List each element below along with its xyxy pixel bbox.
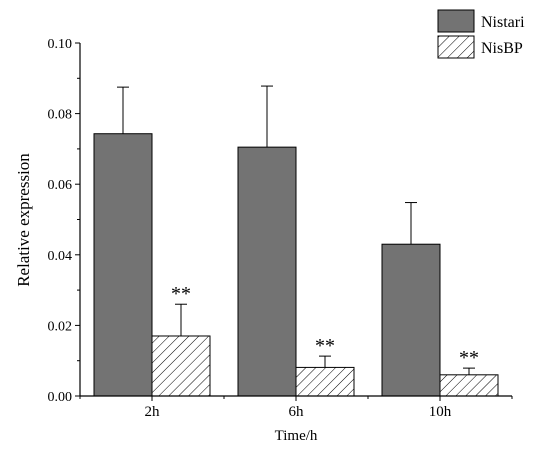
x-tick-label-10h: 10h (429, 404, 452, 420)
y-tick-label: 0.06 (48, 178, 73, 193)
error-bars-layer (117, 85, 475, 375)
legend-label-nisbp: NisBP (481, 40, 523, 57)
significance-annotations: ** ** ** (171, 283, 479, 369)
y-ticks: 0.00 0.02 0.04 0.06 0.08 0.10 (48, 37, 80, 405)
legend-swatch-nistari (437, 9, 475, 33)
y-tick-label: 0.02 (48, 319, 73, 334)
bar-nistari-2h (93, 133, 153, 397)
y-tick-label: 0.00 (48, 390, 73, 405)
bar-nisbp-10h (439, 374, 499, 397)
legend: Nistari NisBP (437, 9, 525, 59)
bar-nistari-6h (237, 146, 297, 397)
y-tick-label: 0.08 (48, 108, 73, 123)
bar-nisbp-6h (295, 366, 355, 397)
y-tick-label: 0.10 (48, 37, 73, 52)
bars-layer (93, 133, 499, 397)
legend-swatch-nisbp (437, 35, 475, 59)
x-ticks: 2h 6h 10h (79, 396, 513, 420)
x-tick-label-2h: 2h (145, 404, 161, 420)
bar-nisbp-2h (151, 335, 211, 397)
significance-mark-6h: ** (315, 335, 335, 357)
y-tick-label: 0.04 (48, 249, 73, 264)
x-tick-label-6h: 6h (289, 404, 305, 420)
x-axis-label: Time/h (275, 428, 318, 444)
significance-mark-10h: ** (459, 347, 479, 369)
y-axis-label: Relative expression (14, 153, 33, 287)
bar-nistari-10h (381, 243, 441, 397)
legend-label-nistari: Nistari (481, 14, 525, 31)
significance-mark-2h: ** (171, 283, 191, 305)
